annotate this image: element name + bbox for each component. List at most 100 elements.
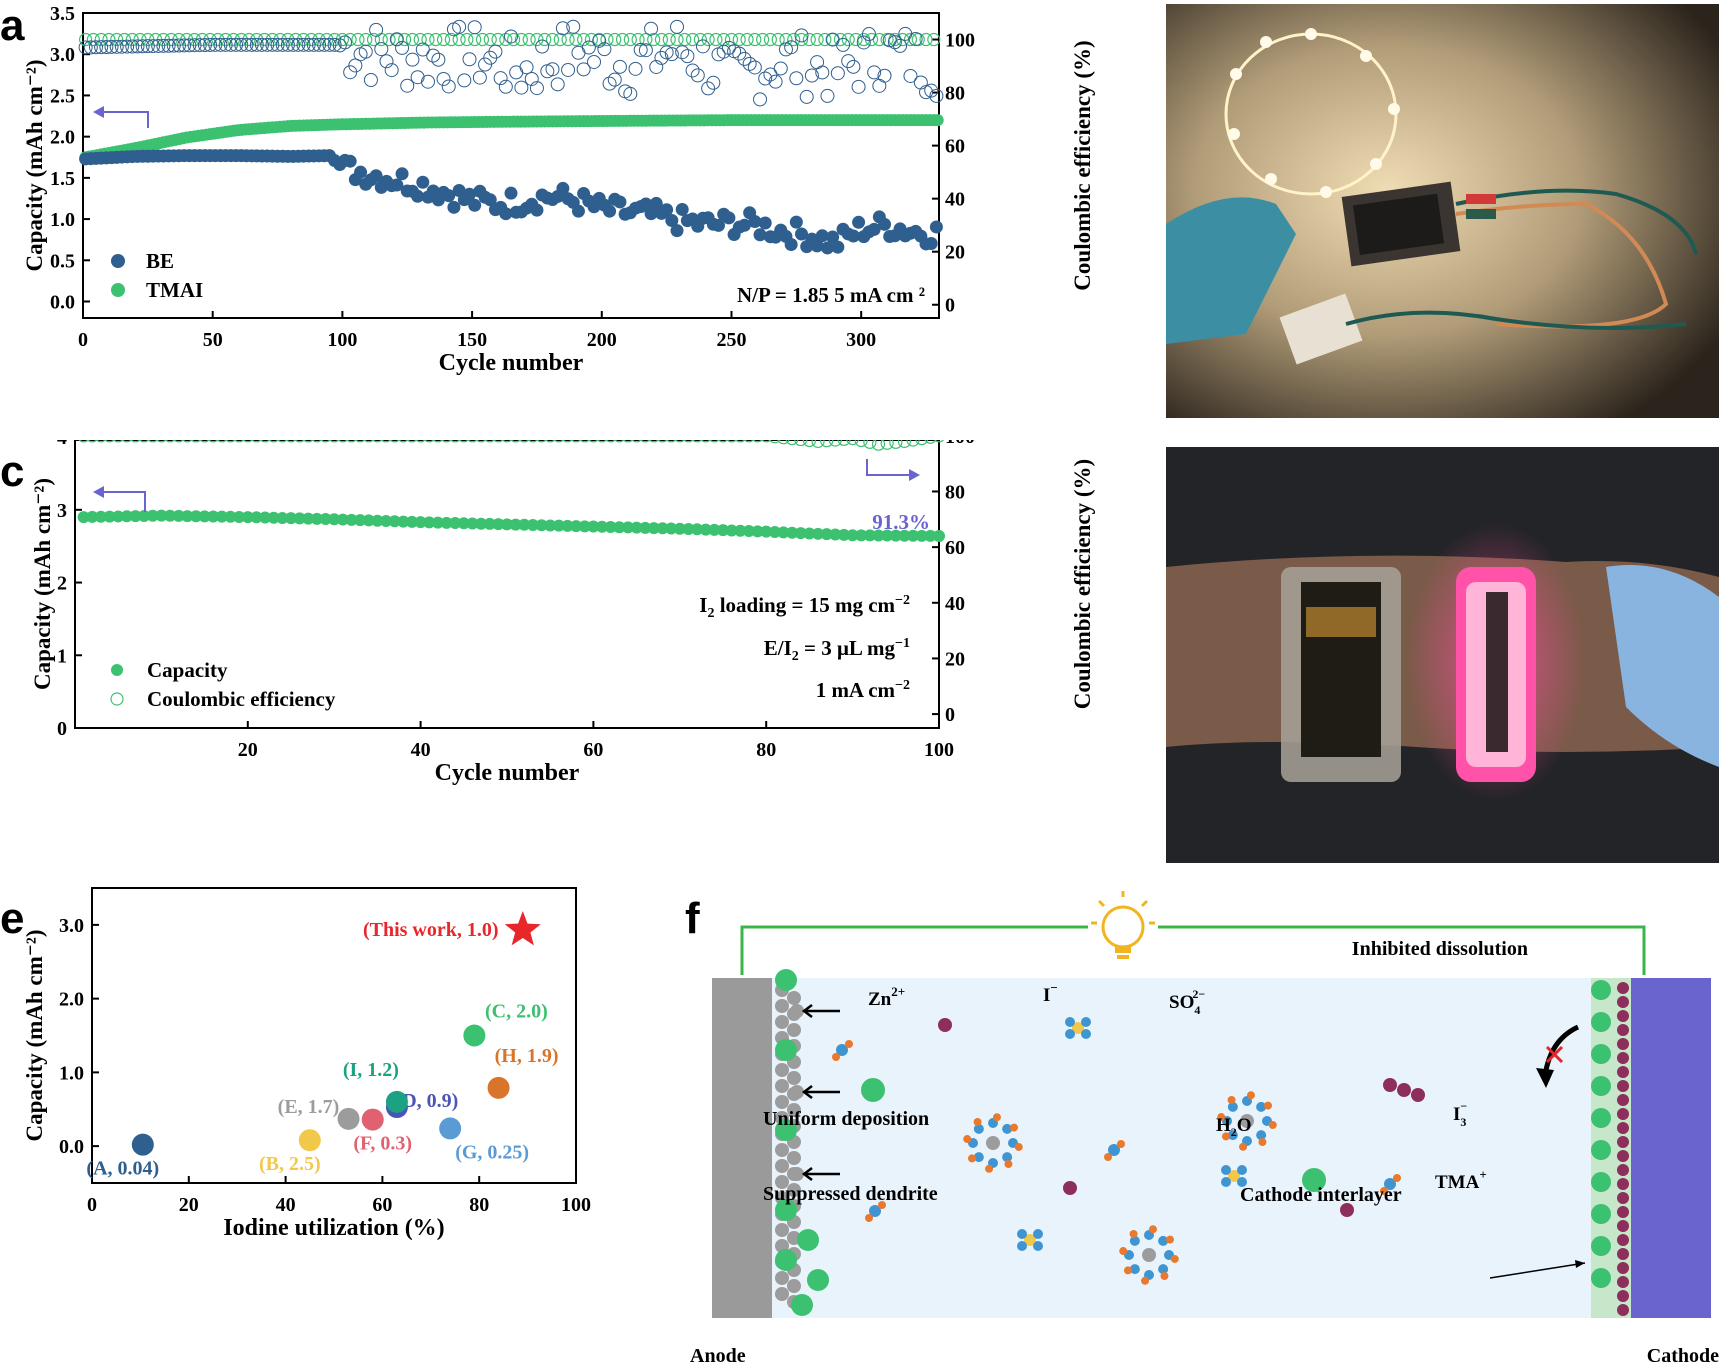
capacity-point [837,528,850,541]
capacity-point [345,513,358,526]
oxygen-atom [1221,1165,1231,1175]
be-ce-point [872,78,887,93]
be-ce-point [924,83,939,98]
be-ce-point [830,66,845,81]
ce-point [735,440,746,443]
be-ce-point [436,71,451,86]
capacity-point [924,529,937,542]
ce-point [863,440,877,449]
capacity-point [777,526,790,539]
zn-ion [986,1136,1000,1150]
ce-point [311,440,323,443]
capacity-point [155,509,168,522]
legend-label: Capacity [147,658,228,682]
capacity-point [302,512,315,525]
iodine-atom [1617,1164,1629,1176]
right-axis-arrowhead [909,469,920,481]
lightbulb-icon [1091,891,1155,959]
capacity-point [621,521,634,534]
be-ce-point [680,49,695,64]
legend-marker [111,254,125,268]
capacity-point [561,519,574,532]
x-tick-label: 200 [587,329,617,351]
capacity-point [889,529,902,542]
capacity-point [440,516,453,529]
ce-point [769,440,781,444]
oxygen-atom [1002,1152,1013,1163]
capacity-point [354,514,367,527]
left-axis-arrow [100,111,149,128]
iodine-atom [1617,1150,1629,1162]
be-capacity-point [343,154,357,168]
tmai-ce-point [94,32,108,47]
iodine-atom [1617,1136,1629,1148]
ce-point [173,440,184,443]
y-tick-label: 4 [57,440,67,449]
x-tick-label: 250 [716,329,746,351]
ce-point [380,440,392,443]
data-point [385,1090,408,1113]
zn-atom [787,1183,801,1197]
be-ce-point [810,55,825,70]
tmai-ce-point [460,32,474,47]
zn-atom [787,1103,801,1117]
triiodide-atom [1411,1088,1425,1102]
ce-point [614,440,625,443]
be-ce-point [685,63,700,78]
tmai-ce-point [538,32,552,47]
ce-point [657,440,668,443]
zn-atom [775,1175,789,1189]
tma-cation [1591,1268,1611,1288]
ce-point [536,440,547,443]
capacity-point [388,515,401,528]
iodine-atom [1617,1206,1629,1218]
iodide-ion [938,1018,952,1032]
oxygen-atom [1017,1229,1027,1239]
ce-point [450,440,461,443]
capacity-point [215,510,228,523]
zn-atom [775,999,789,1013]
be-capacity-point [846,229,860,243]
ce-point [906,440,920,447]
be-ce-point [664,47,679,62]
hydrogen-atom [1123,1266,1132,1275]
capacity-point [103,510,116,523]
y-axis-title: Capacity (mAh cm⁻²) [22,60,47,272]
x-tick-label: 100 [924,739,954,761]
x-axis-title: Cycle number [439,350,584,376]
capacity-point [630,521,643,534]
be-ce-point [804,68,819,83]
legend-label: BE [146,249,174,273]
capacity-point [725,524,738,537]
be-ce-point [509,65,524,80]
be-ce-point [109,39,124,54]
data-point [298,1129,321,1152]
x-tick-label: 100 [327,329,357,351]
y-tick-label: 3.0 [59,915,84,937]
hydrogen-atom [1104,1153,1112,1161]
be-ce-point [493,71,508,86]
capacity-point [457,517,470,530]
ce-point [631,440,642,443]
be-ce-point [83,40,98,55]
capacity-point [189,510,202,523]
be-capacity-point [924,236,938,250]
be-ce-point [592,33,607,48]
zn-ion [1240,1114,1254,1128]
be-ce-point [789,71,804,86]
be-ce-point [254,37,269,52]
tmai-ce-point [514,32,528,47]
be-ce-point [670,19,685,34]
photo-led-string [1166,4,1719,418]
tmai-ce-point [600,32,614,47]
x-tick-label: 150 [457,329,487,351]
tmai-ce-point [756,32,770,47]
sulfate-label: SO42− [1169,987,1205,1017]
ce-point [139,440,150,443]
be-ce-point [893,38,908,53]
iodine-atom [1617,1038,1629,1050]
ce-point [717,440,729,443]
be-capacity-point [395,167,409,181]
iodine-atom [1617,1066,1629,1078]
